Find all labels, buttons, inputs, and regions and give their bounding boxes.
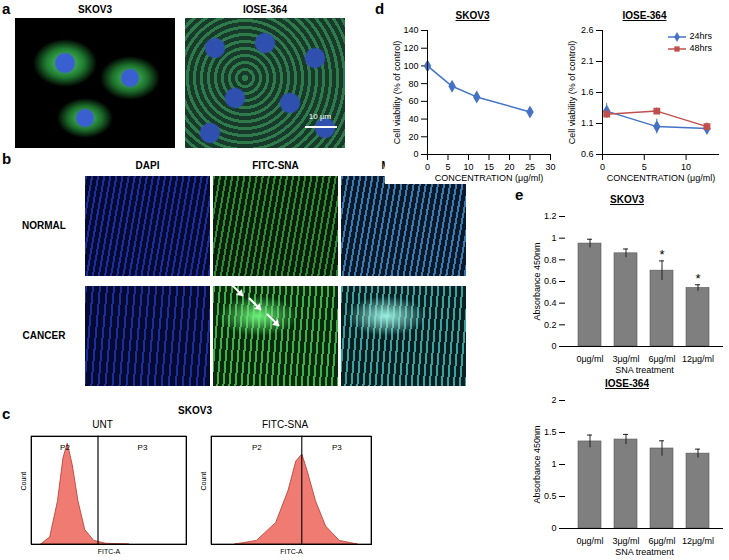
svg-text:*: *: [695, 271, 700, 286]
svg-text:SNA treatment: SNA treatment: [615, 365, 674, 375]
svg-text:0.8: 0.8: [544, 255, 557, 265]
html-text:FITC-SNA: FITC-SNA: [252, 160, 299, 171]
svg-text:25: 25: [525, 162, 535, 172]
html-text:IOSE-364: IOSE-364: [605, 378, 649, 389]
html-text:IOSE-364: IOSE-364: [622, 10, 667, 21]
svg-text:P2: P2: [252, 443, 262, 452]
html-text:e: e: [515, 186, 524, 203]
svg-text:P3: P3: [138, 443, 148, 452]
svg-text:0μg/ml: 0μg/ml: [576, 536, 603, 546]
svg-text:3μg/ml: 3μg/ml: [612, 536, 639, 546]
svg-text:15: 15: [484, 162, 494, 172]
svg-text:0: 0: [425, 162, 430, 172]
svg-text:*: *: [659, 247, 664, 262]
svg-text:CONCENTRATION (μg/ml): CONCENTRATION (μg/ml): [435, 173, 544, 183]
svg-text:P3: P3: [332, 443, 342, 452]
html-text:SKOV3: SKOV3: [610, 194, 644, 205]
svg-text:FITC-A: FITC-A: [280, 548, 303, 555]
svg-text:12μg/ml: 12μg/ml: [682, 536, 714, 546]
svg-text:0: 0: [600, 162, 605, 172]
svg-text:6μg/ml: 6μg/ml: [648, 354, 675, 364]
svg-text:1.2: 1.2: [544, 211, 557, 221]
svg-text:30: 30: [545, 162, 555, 172]
svg-text:2.6: 2.6: [581, 25, 594, 35]
svg-text:140: 140: [403, 25, 418, 35]
svg-text:10: 10: [681, 162, 691, 172]
svg-text:0.4: 0.4: [544, 298, 557, 308]
svg-text:0: 0: [551, 341, 556, 351]
svg-text:12μg/ml: 12μg/ml: [682, 354, 714, 364]
svg-text:1.5: 1.5: [544, 427, 557, 437]
svg-text:Cell viability (% of control): Cell viability (% of control): [392, 41, 402, 145]
svg-text:5: 5: [642, 162, 647, 172]
svg-text:6μg/ml: 6μg/ml: [648, 536, 675, 546]
html-text:b: b: [2, 150, 12, 167]
html-text:NORMAL: NORMAL: [22, 220, 66, 231]
svg-text:1: 1: [551, 233, 556, 243]
svg-text:20: 20: [408, 132, 418, 142]
html-text:UNT: UNT: [92, 419, 113, 430]
svg-text:3μg/ml: 3μg/ml: [612, 354, 639, 364]
html-text:MERGED: MERGED: [381, 160, 426, 171]
html-text:a: a: [2, 0, 11, 17]
html-text:d: d: [375, 0, 385, 17]
svg-text:100: 100: [403, 61, 418, 71]
html-text:IOSE-364: IOSE-364: [243, 4, 287, 15]
svg-text:Absorbance 450nm: Absorbance 450nm: [532, 425, 542, 503]
svg-text:FITC-A: FITC-A: [98, 548, 121, 555]
html-text:FITC-SNA: FITC-SNA: [261, 419, 308, 430]
svg-text:SNA treatment: SNA treatment: [615, 547, 674, 557]
svg-text:Count: Count: [20, 472, 27, 491]
svg-text:5: 5: [445, 162, 450, 172]
svg-text:40: 40: [408, 114, 418, 124]
html-text:48hrs: 48hrs: [687, 43, 712, 53]
svg-text:20: 20: [504, 162, 514, 172]
html-text:DAPI: DAPI: [135, 160, 160, 171]
svg-text:Absorbance 450nm: Absorbance 450nm: [532, 242, 542, 320]
svg-text:1.1: 1.1: [581, 118, 594, 128]
svg-text:2.1: 2.1: [581, 56, 594, 66]
svg-text:60: 60: [408, 96, 418, 106]
html-text:SKOV3: SKOV3: [455, 10, 490, 21]
html-text:CANCER: CANCER: [22, 330, 66, 341]
svg-text:0: 0: [413, 149, 418, 159]
svg-text:CONCENTRATION (μg/ml): CONCENTRATION (μg/ml): [607, 173, 716, 183]
html-text:c: c: [2, 405, 11, 422]
svg-text:Cell viability (% of control): Cell viability (% of control): [567, 41, 577, 145]
svg-text:0.6: 0.6: [544, 276, 557, 286]
html-text:SKOV3: SKOV3: [78, 4, 112, 15]
svg-text:80: 80: [408, 79, 418, 89]
svg-text:0.5: 0.5: [544, 491, 557, 501]
svg-text:0.6: 0.6: [581, 149, 594, 159]
svg-text:120: 120: [403, 43, 418, 53]
svg-text:0μg/ml: 0μg/ml: [576, 354, 603, 364]
svg-text:1: 1: [551, 459, 556, 469]
html-text:10 μm: 10 μm: [308, 112, 332, 121]
svg-text:1.6: 1.6: [581, 87, 594, 97]
svg-text:P2: P2: [60, 443, 70, 452]
html-text:SKOV3: SKOV3: [178, 405, 212, 416]
svg-text:0.2: 0.2: [544, 320, 557, 330]
svg-text:Count: Count: [200, 472, 207, 491]
html-text:24hrs: 24hrs: [687, 31, 712, 41]
svg-text:10: 10: [463, 162, 473, 172]
svg-text:2: 2: [551, 395, 556, 405]
svg-text:0: 0: [551, 523, 556, 533]
